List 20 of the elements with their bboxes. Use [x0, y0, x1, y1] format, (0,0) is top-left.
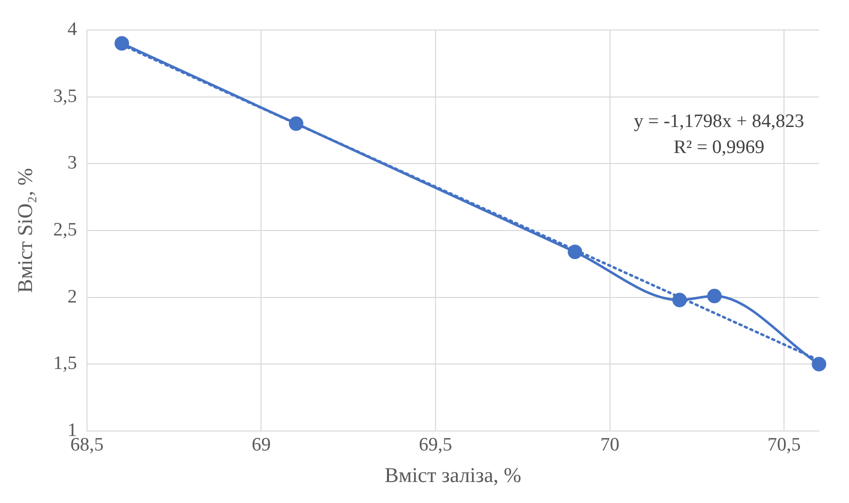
- y-tick-label: 2,5: [53, 219, 77, 240]
- annotation: R² = 0,9969: [674, 136, 764, 158]
- annotation: y = -1,1798x + 84,823: [634, 110, 804, 132]
- y-tick-label: 1,5: [53, 353, 77, 374]
- y-tick-label: 3,5: [53, 86, 77, 107]
- y-axis-title: Вміст SiO₂, %: [13, 168, 38, 293]
- point: [114, 36, 130, 51]
- point: [672, 292, 687, 308]
- x-tick-label: 69: [252, 434, 271, 456]
- x-tick-label: 70: [600, 434, 620, 456]
- x-tick-label: 70,5: [768, 434, 801, 456]
- y-tick-label: 2: [67, 286, 77, 308]
- y-tick-label: 4: [67, 18, 78, 40]
- point: [812, 356, 826, 372]
- x-axis-title: Вміст заліза, %: [384, 462, 522, 487]
- point: [288, 116, 304, 131]
- point: [707, 288, 722, 304]
- y-tick-label: 3: [67, 152, 77, 174]
- point: [568, 244, 582, 260]
- x-tick-label: 69,5: [418, 434, 452, 456]
